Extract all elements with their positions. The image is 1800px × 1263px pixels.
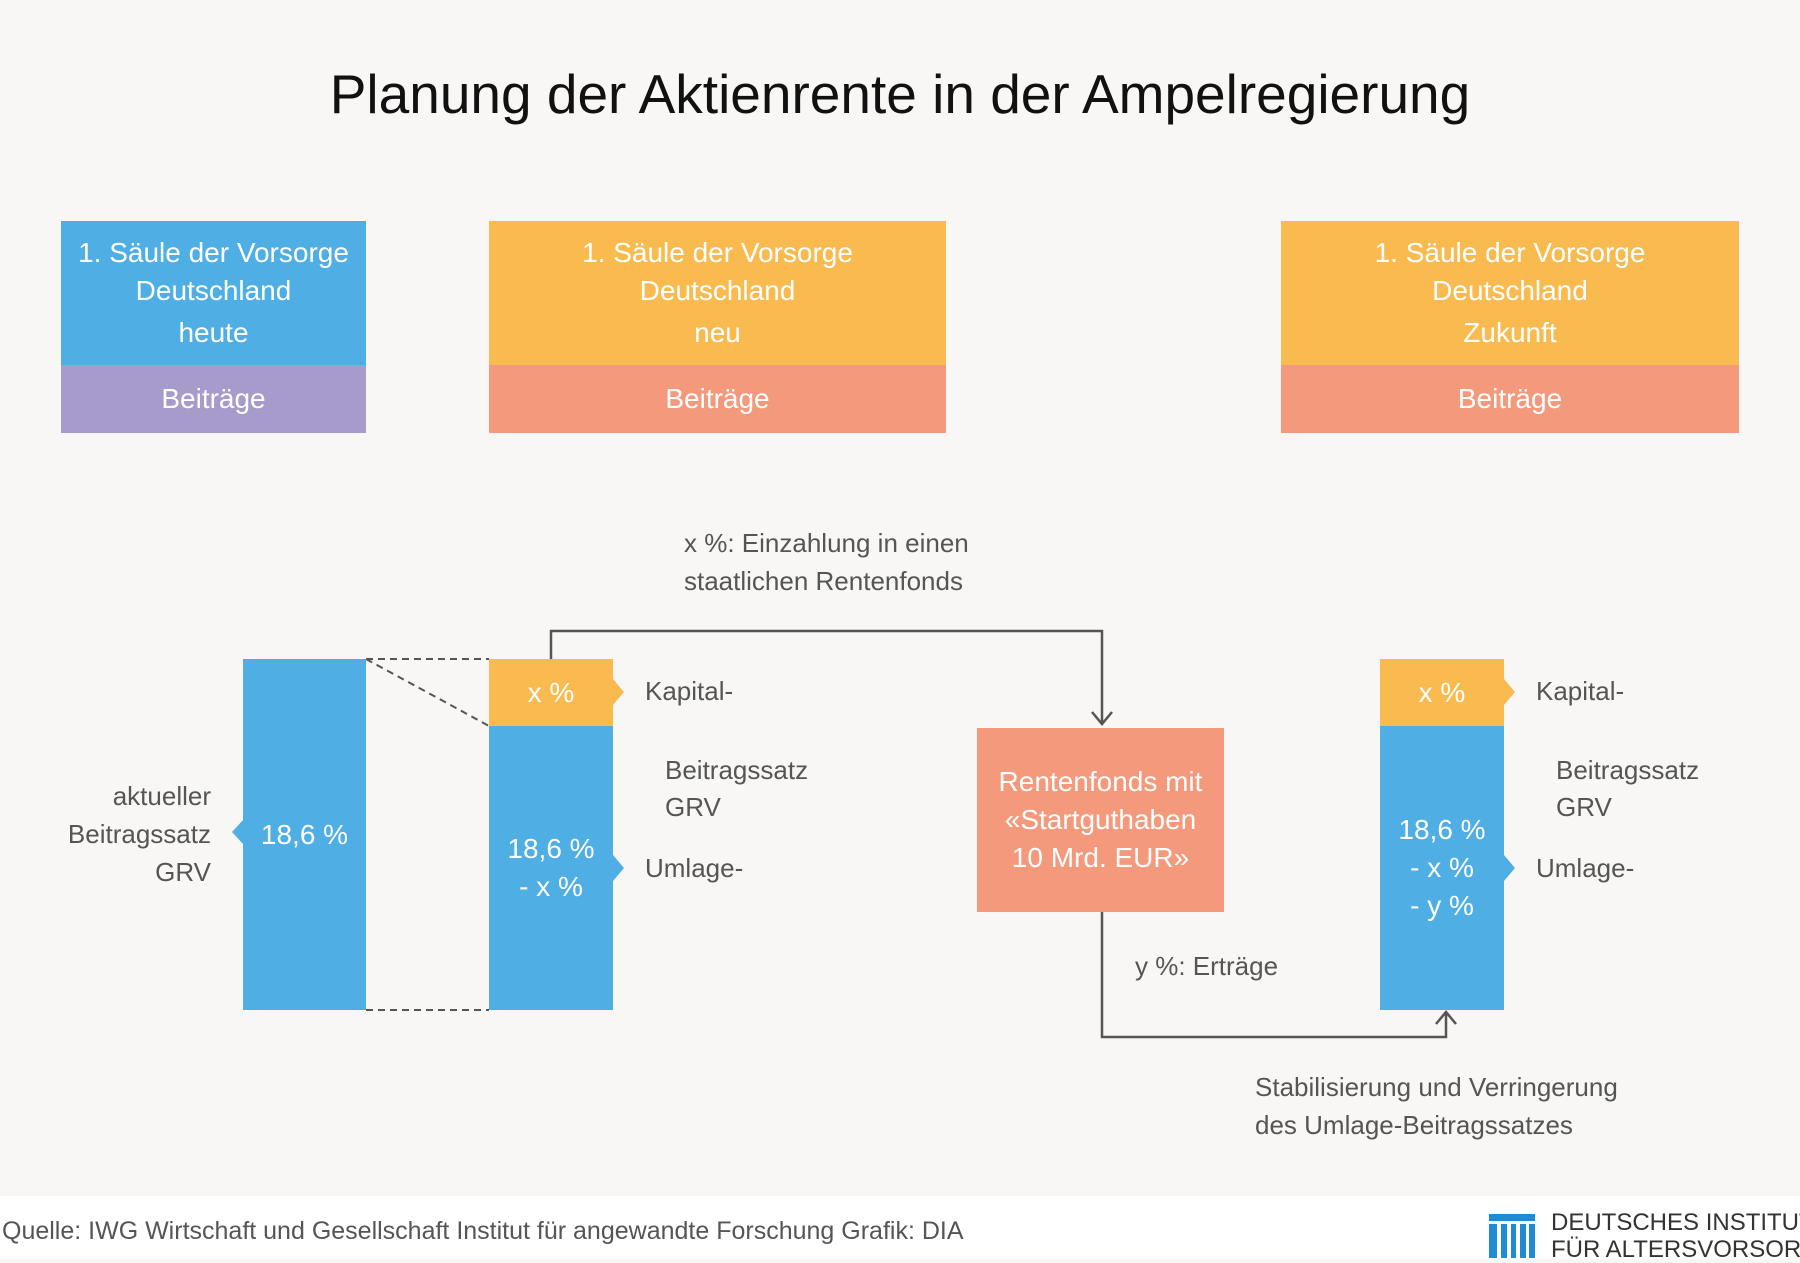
right-grv-label: GRV <box>1556 792 1612 822</box>
right-beitragssatz-label: Beitragssatz <box>1556 755 1700 785</box>
flow-to-fund-arrowhead <box>1091 711 1113 726</box>
returns-label: y %: Erträge <box>1135 951 1279 981</box>
left-bar: 18,6 % <box>243 659 366 1010</box>
fund-line1: Rentenfonds mit <box>998 766 1203 797</box>
left-bar-value: 18,6 % <box>260 818 349 850</box>
card-zukunft-header: 1. Säule der Vorsorge Deutschland Zukunf… <box>1281 221 1739 365</box>
right-bottom-line2: - x % <box>1410 852 1474 883</box>
middle-kapital-pointer <box>613 679 624 705</box>
fund-line3: 10 Mrd. EUR» <box>1011 842 1190 873</box>
left-bar-pointer <box>232 819 244 845</box>
right-kapital-label: Kapital- <box>1536 676 1625 706</box>
card-heute-line1: 1. Säule der Vorsorge <box>78 237 349 268</box>
right-top-value: x % <box>1418 676 1466 708</box>
card-heute-beitraege: Beiträge <box>61 365 366 433</box>
card-neu-beitraege: Beiträge <box>489 365 946 433</box>
left-label-line3: GRV <box>155 857 211 887</box>
right-kapital-pointer <box>1504 679 1515 705</box>
card-heute-line2: Deutschland <box>135 275 292 306</box>
stabilization-label: Stabilisierung und Verringerung des Umla… <box>1255 1068 1618 1144</box>
logo-line1: DEUTSCHES INSTITUT <box>1551 1209 1800 1236</box>
right-bottom-line1: 18,6 % <box>1398 814 1486 845</box>
middle-umlage-pointer <box>613 855 624 881</box>
card-neu-line2: Deutschland <box>639 275 796 306</box>
card-zukunft-line1: 1. Säule der Vorsorge <box>1374 237 1646 268</box>
flow-to-fund-line <box>549 629 1104 724</box>
card-zukunft-line2: Deutschland <box>1432 275 1588 306</box>
middle-kapital-label: Kapital- <box>645 676 734 706</box>
left-bar-label: aktueller Beitragssatz GRV <box>60 777 211 891</box>
card-zukunft-beitraege: Beiträge <box>1281 365 1739 433</box>
deposit-label: x %: Einzahlung in einen staatlichen Ren… <box>684 524 969 600</box>
right-bottom-line3: - y % <box>1410 890 1474 921</box>
stabilization-line1: Stabilisierung und Verringerung <box>1255 1072 1618 1102</box>
rentenfonds-box: Rentenfonds mit «Startguthaben 10 Mrd. E… <box>977 728 1224 912</box>
dia-logo-icon <box>1489 1214 1535 1258</box>
middle-bottom-line1: 18,6 % <box>507 833 595 864</box>
card-neu-header: 1. Säule der Vorsorge Deutschland neu <box>489 221 946 365</box>
footer <box>0 1196 1800 1259</box>
card-neu-line3: neu <box>694 317 741 348</box>
left-label-line1: aktueller <box>112 781 211 811</box>
dia-logo-text: DEUTSCHES INSTITUT FÜR ALTERSVORSORGE <box>1551 1209 1800 1263</box>
page-title: Planung der Aktienrente in der Ampelregi… <box>329 63 1471 125</box>
middle-bottom-line2: - x % <box>519 871 583 902</box>
middle-umlage-label: Umlage- <box>645 853 744 883</box>
right-bar-umlage-segment: 18,6 % - x % - y % <box>1380 726 1504 1010</box>
right-bar-kapital-segment: x % <box>1380 659 1504 726</box>
middle-beitragssatz-label: Beitragssatz <box>665 755 809 785</box>
stabilization-line2: des Umlage-Beitragssatzes <box>1255 1110 1573 1140</box>
middle-bar-umlage-segment: 18,6 % - x % <box>489 726 613 1010</box>
card-neu-line1: 1. Säule der Vorsorge <box>582 237 853 268</box>
middle-grv-label: GRV <box>665 792 721 822</box>
flow-to-right-bar-arrowhead <box>1435 1010 1457 1025</box>
card-zukunft-line3: Zukunft <box>1463 317 1557 348</box>
middle-top-value: x % <box>527 676 575 708</box>
deposit-label-line2: staatlichen Rentenfonds <box>684 566 963 596</box>
deposit-label-line1: x %: Einzahlung in einen <box>684 528 969 558</box>
flow-to-right-bar-line <box>1100 912 1448 1039</box>
left-label-line2: Beitragssatz <box>67 819 211 849</box>
fund-line2: «Startguthaben <box>1004 804 1197 835</box>
right-umlage-label: Umlage- <box>1536 853 1635 883</box>
right-umlage-pointer <box>1504 855 1515 881</box>
card-heute-line3: heute <box>178 317 249 348</box>
middle-bar-kapital-segment: x % <box>489 659 613 726</box>
card-heute-header: 1. Säule der Vorsorge Deutschland heute <box>61 221 366 365</box>
source-text: Quelle: IWG Wirtschaft und Gesellschaft … <box>2 1217 964 1245</box>
dashed-diagonal-line <box>365 658 490 727</box>
